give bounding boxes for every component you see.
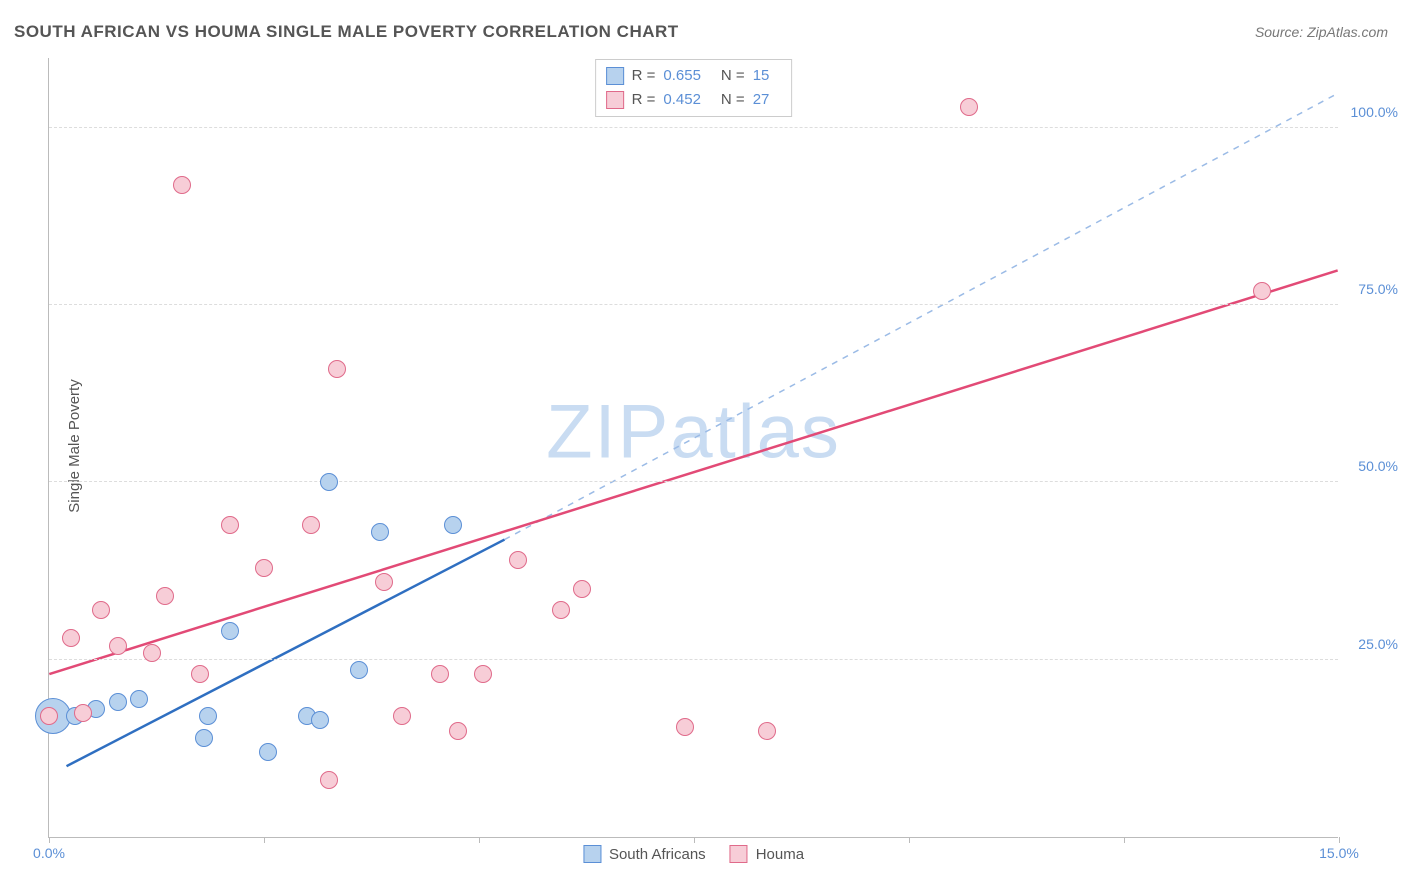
legend-label-south-african: South Africans (609, 846, 706, 863)
point-houma (509, 551, 527, 569)
stats-row-south-african: R = 0.655 N = 15 (606, 64, 782, 88)
point-houma (40, 707, 58, 725)
trendline-south-african-dashed (505, 93, 1338, 539)
point-houma (1253, 282, 1271, 300)
point-south-african (259, 743, 277, 761)
point-houma (960, 98, 978, 116)
y-tick-label: 25.0% (1358, 636, 1398, 652)
point-houma (573, 580, 591, 598)
n-value-south-african: 15 (753, 64, 770, 88)
point-houma (375, 573, 393, 591)
point-houma (676, 718, 694, 736)
source-attribution: Source: ZipAtlas.com (1255, 24, 1388, 40)
point-south-african (130, 690, 148, 708)
watermark-thin: atlas (670, 389, 841, 474)
point-south-african (350, 661, 368, 679)
point-south-african (311, 711, 329, 729)
legend-swatch-south-african (583, 845, 601, 863)
point-houma (474, 665, 492, 683)
stats-legend: R = 0.655 N = 15 R = 0.452 N = 27 (595, 59, 793, 117)
point-houma (255, 559, 273, 577)
point-south-african (221, 622, 239, 640)
swatch-south-african (606, 67, 624, 85)
x-tick (49, 837, 50, 843)
point-south-african (195, 729, 213, 747)
x-tick-label-right: 15.0% (1319, 845, 1359, 861)
x-tick (909, 837, 910, 843)
point-houma (449, 722, 467, 740)
point-houma (393, 707, 411, 725)
point-south-african (320, 473, 338, 491)
legend-item-houma: Houma (730, 845, 804, 863)
trendline-houma (49, 270, 1337, 674)
y-tick-label: 50.0% (1358, 458, 1398, 474)
bottom-legend: South Africans Houma (583, 845, 804, 863)
x-tick (479, 837, 480, 843)
point-houma (552, 601, 570, 619)
r-value-south-african: 0.655 (663, 64, 701, 88)
point-houma (156, 587, 174, 605)
gridline (49, 304, 1338, 305)
point-houma (758, 722, 776, 740)
legend-item-south-african: South Africans (583, 845, 706, 863)
watermark-bold: ZIP (546, 389, 670, 474)
r-value-houma: 0.452 (663, 88, 701, 112)
trendlines-svg (49, 58, 1338, 837)
point-houma (62, 629, 80, 647)
point-south-african (444, 516, 462, 534)
x-tick-label-left: 0.0% (33, 845, 65, 861)
trendline-south-african-solid (67, 540, 505, 767)
y-tick-label: 75.0% (1358, 281, 1398, 297)
x-tick (694, 837, 695, 843)
gridline (49, 481, 1338, 482)
point-houma (92, 601, 110, 619)
gridline (49, 127, 1338, 128)
stats-row-houma: R = 0.452 N = 27 (606, 88, 782, 112)
chart-title: SOUTH AFRICAN VS HOUMA SINGLE MALE POVER… (14, 22, 679, 42)
watermark: ZIPatlas (546, 388, 841, 475)
point-houma (431, 665, 449, 683)
point-houma (74, 704, 92, 722)
point-houma (173, 176, 191, 194)
point-south-african (371, 523, 389, 541)
point-south-african (199, 707, 217, 725)
point-houma (328, 360, 346, 378)
legend-swatch-houma (730, 845, 748, 863)
plot-area: ZIPatlas R = 0.655 N = 15 R = 0.452 N = … (48, 58, 1338, 838)
swatch-houma (606, 91, 624, 109)
x-tick (264, 837, 265, 843)
chart-container: SOUTH AFRICAN VS HOUMA SINGLE MALE POVER… (0, 0, 1406, 892)
gridline (49, 659, 1338, 660)
point-houma (143, 644, 161, 662)
n-value-houma: 27 (753, 88, 770, 112)
point-houma (221, 516, 239, 534)
x-tick (1124, 837, 1125, 843)
legend-label-houma: Houma (756, 846, 804, 863)
x-tick (1339, 837, 1340, 843)
point-houma (302, 516, 320, 534)
point-south-african (109, 693, 127, 711)
point-houma (320, 771, 338, 789)
y-tick-label: 100.0% (1351, 104, 1398, 120)
point-houma (109, 637, 127, 655)
point-houma (191, 665, 209, 683)
